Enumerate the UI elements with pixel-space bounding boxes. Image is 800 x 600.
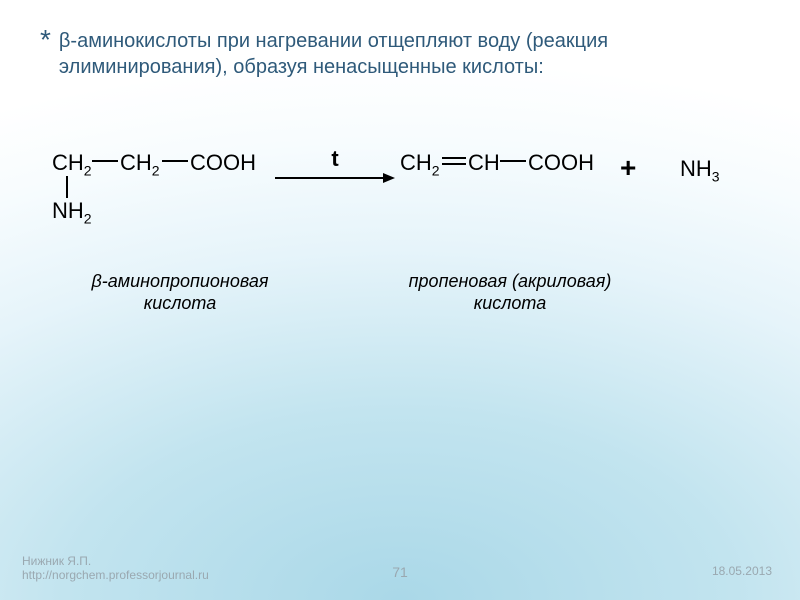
- chem-CH2-b: CH2: [120, 150, 160, 178]
- t: CH: [52, 150, 84, 175]
- r2: кислота: [474, 293, 546, 313]
- bullet-text-line1: β-аминокислоты при нагревании отщепляют …: [59, 30, 608, 52]
- s: 2: [84, 162, 92, 178]
- chem-NH2: NH2: [52, 198, 92, 226]
- chem-COOH-left: COOH: [190, 150, 256, 176]
- label-product: пропеновая (акриловая) кислота: [380, 270, 640, 314]
- reaction-arrow: t: [260, 146, 410, 186]
- arrow-icon: [275, 170, 395, 186]
- s: 2: [152, 162, 160, 178]
- dbond-top: [442, 157, 466, 159]
- bond2: [162, 160, 188, 162]
- footer-url: http://norgchem.professorjournal.ru: [22, 568, 209, 582]
- reaction-row: CH2 CH2 COOH NH2 t: [0, 140, 800, 250]
- t: CH: [120, 150, 152, 175]
- arrow-label-t: t: [260, 146, 410, 172]
- l1: β-аминопропионовая: [92, 271, 269, 291]
- bullet-heading: * β-аминокислоты при нагревании отщепляю…: [40, 28, 760, 80]
- dbond-bot: [442, 163, 466, 165]
- l2: кислота: [144, 293, 216, 313]
- plus-sign: +: [620, 152, 636, 184]
- footer-page-number: 71: [392, 564, 408, 580]
- bond-v: [66, 176, 68, 198]
- bond-r2: [500, 160, 526, 162]
- chem-NH3: NH3: [680, 152, 720, 184]
- bond1: [92, 160, 118, 162]
- footer-author-name: Нижник Я.П.: [22, 554, 91, 568]
- chem-CH2-r: CH2: [400, 150, 440, 178]
- s: 2: [432, 162, 440, 178]
- chem-CH-r: CH: [468, 150, 500, 176]
- t: NH: [680, 156, 712, 181]
- bullet-text-wrap: β-аминокислоты при нагревании отщепляют …: [59, 28, 608, 80]
- chem-CH2-a: CH2: [52, 150, 92, 178]
- label-reactant: β-аминопропионовая кислота: [70, 270, 290, 314]
- footer-author: Нижник Я.П. http://norgchem.professorjou…: [22, 554, 209, 582]
- s: 2: [84, 210, 92, 226]
- r1: пропеновая (акриловая): [409, 271, 612, 291]
- slide-root: * β-аминокислоты при нагревании отщепляю…: [0, 0, 800, 600]
- s: 3: [712, 168, 720, 184]
- bullet-mark: *: [40, 26, 51, 54]
- chem-COOH-right: COOH: [528, 150, 594, 176]
- t: NH: [52, 198, 84, 223]
- footer-date: 18.05.2013: [712, 564, 772, 578]
- t: CH: [400, 150, 432, 175]
- bullet-text-line2: элиминирования), образуя ненасыщенные ки…: [59, 56, 544, 78]
